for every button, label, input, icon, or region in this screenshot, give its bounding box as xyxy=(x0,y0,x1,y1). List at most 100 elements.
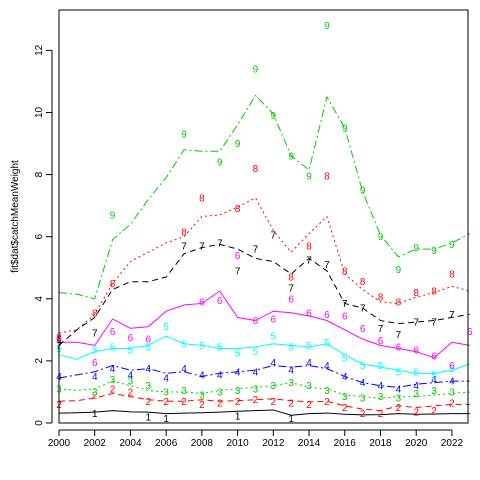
observation-point-2: 2 xyxy=(288,398,294,409)
observation-point-7: 7 xyxy=(235,266,241,277)
observation-point-4: 4 xyxy=(235,367,241,378)
observation-point-9: 9 xyxy=(271,111,277,122)
y-tick-label: 12 xyxy=(34,44,45,56)
observation-point-5: 5 xyxy=(163,322,169,333)
y-tick-label: 8 xyxy=(34,171,45,177)
observation-point-6: 6 xyxy=(253,316,259,327)
observation-point-3: 3 xyxy=(324,386,330,397)
series-3: 3 33 3 33 3 3 3 3 3 3 3 3 33 3 3 3 3 3 3 xyxy=(56,375,470,405)
observation-point-4: 4 xyxy=(306,358,312,369)
observation-point-3: 3 xyxy=(181,386,187,397)
observation-point-4: 4 xyxy=(431,375,437,386)
y-tick-label: 2 xyxy=(34,358,45,364)
observation-point-6: 6 xyxy=(378,336,384,347)
observation-point-5: 5 xyxy=(199,341,205,352)
x-tick-label: 2016 xyxy=(334,438,357,449)
observation-point-5: 5 xyxy=(360,361,366,372)
observation-point-4: 4 xyxy=(110,364,116,375)
observation-point-6: 6 xyxy=(110,327,116,338)
observation-point-6: 6 xyxy=(288,294,294,305)
observation-point-4: 4 xyxy=(360,378,366,389)
x-tick-label: 2008 xyxy=(191,438,214,449)
observation-point-2: 2 xyxy=(360,409,366,420)
observation-point-9: 9 xyxy=(235,139,241,150)
observation-point-8: 8 xyxy=(288,273,294,284)
observation-point-5: 5 xyxy=(253,347,259,358)
observation-point-2: 2 xyxy=(253,395,259,406)
fitted-line-4 xyxy=(58,365,470,388)
y-tick-label: 6 xyxy=(34,233,45,239)
observation-point-4: 4 xyxy=(396,384,402,395)
observation-point-3: 3 xyxy=(163,387,169,398)
observation-point-9: 9 xyxy=(396,265,402,276)
observation-point-3: 3 xyxy=(92,387,98,398)
observation-point-9: 9 xyxy=(288,151,294,162)
x-tick-label: 2020 xyxy=(405,438,428,449)
observation-point-2: 2 xyxy=(271,397,277,408)
observation-point-6: 6 xyxy=(146,335,152,346)
observation-point-8: 8 xyxy=(413,288,419,299)
observation-point-5: 5 xyxy=(288,342,294,353)
observation-point-2: 2 xyxy=(110,384,116,395)
observation-point-2: 2 xyxy=(378,409,384,420)
observation-point-4: 4 xyxy=(128,370,134,381)
observation-point-9: 9 xyxy=(306,172,312,183)
observation-point-4: 4 xyxy=(288,366,294,377)
observation-point-7: 7 xyxy=(431,318,437,329)
y-tick-label: 0 xyxy=(34,420,45,426)
observation-point-4: 4 xyxy=(449,377,455,388)
observation-point-7: 7 xyxy=(181,242,187,253)
observation-point-4: 4 xyxy=(163,373,169,384)
observation-point-5: 5 xyxy=(306,341,312,352)
observation-point-3: 3 xyxy=(217,387,223,398)
x-tick-label: 2006 xyxy=(155,438,178,449)
observation-point-3: 3 xyxy=(110,375,116,386)
observation-point-8: 8 xyxy=(431,287,437,298)
observation-point-8: 8 xyxy=(181,228,187,239)
observation-point-7: 7 xyxy=(253,245,259,256)
observation-point-3: 3 xyxy=(235,386,241,397)
x-tick-label: 2022 xyxy=(441,438,464,449)
observation-point-5: 5 xyxy=(92,346,98,357)
observation-point-7: 7 xyxy=(342,299,348,310)
observation-point-7: 7 xyxy=(199,242,205,253)
fitted-line-5 xyxy=(58,335,470,374)
observation-point-3: 3 xyxy=(306,381,312,392)
observation-point-2: 2 xyxy=(92,391,98,402)
fitted-line-6 xyxy=(59,290,470,359)
observation-point-6: 6 xyxy=(235,251,241,262)
observation-point-3: 3 xyxy=(342,392,348,403)
observation-point-6: 6 xyxy=(92,358,98,369)
observation-point-1: 1 xyxy=(288,414,294,425)
observation-point-9: 9 xyxy=(378,232,384,243)
observation-point-6: 6 xyxy=(342,311,348,322)
observation-point-9: 9 xyxy=(431,246,437,257)
observation-point-3: 3 xyxy=(288,378,294,389)
observation-point-9: 9 xyxy=(253,65,259,76)
x-tick-label: 2012 xyxy=(262,438,285,449)
observation-point-5: 5 xyxy=(378,361,384,372)
x-axis: 2000 2002 2004 2006 2008 2010 2012 2014 2016 2018… xyxy=(48,429,464,449)
observation-point-3: 3 xyxy=(146,381,152,392)
observation-point-6: 6 xyxy=(413,346,419,357)
observation-point-7: 7 xyxy=(449,310,455,321)
observation-point-4: 4 xyxy=(413,381,419,392)
x-tick-label: 2000 xyxy=(48,438,71,449)
y-tick-label: 4 xyxy=(34,296,45,302)
observation-point-6: 6 xyxy=(360,324,366,335)
observation-point-9: 9 xyxy=(413,243,419,254)
observation-point-2: 2 xyxy=(324,397,330,408)
observation-point-7: 7 xyxy=(360,304,366,315)
fitted-line-3 xyxy=(58,380,470,399)
y-tick-label: 10 xyxy=(34,106,45,118)
observation-point-4: 4 xyxy=(253,367,259,378)
observation-point-2: 2 xyxy=(449,398,455,409)
observation-point-5: 5 xyxy=(146,342,152,353)
observation-point-1: 1 xyxy=(92,409,98,420)
observation-point-3: 3 xyxy=(271,381,277,392)
